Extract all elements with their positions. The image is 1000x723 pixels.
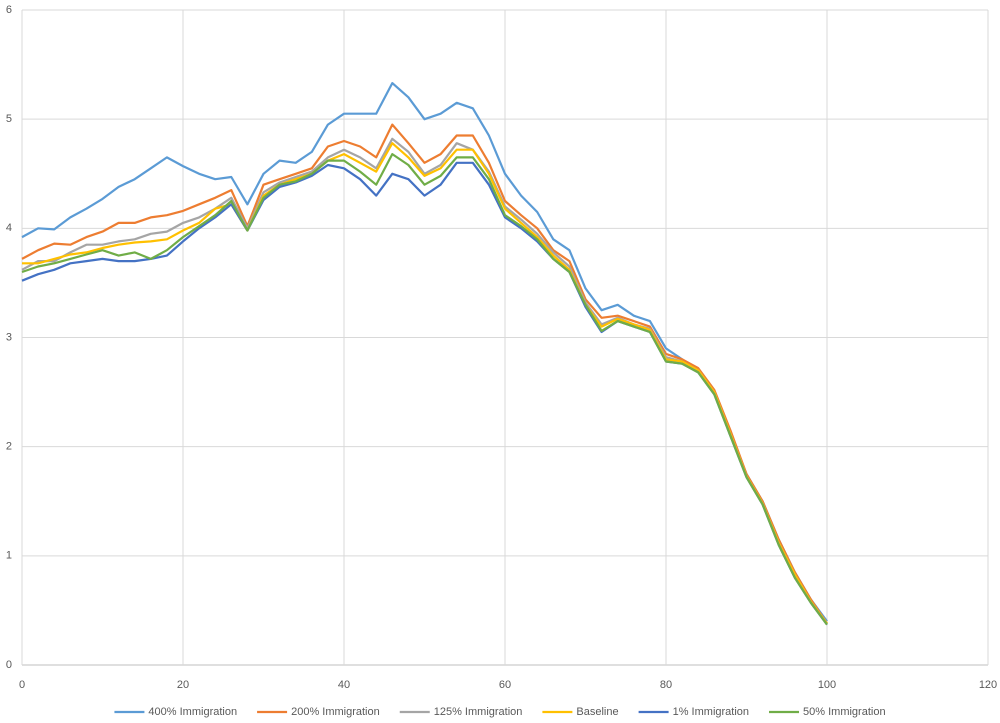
series-line — [21, 161, 828, 626]
series-line — [22, 142, 828, 625]
legend-label: 50% Immigration — [803, 706, 886, 718]
y-tick-label: 6 — [6, 4, 12, 16]
y-tick-label: 3 — [6, 331, 12, 343]
y-tick-label: 2 — [6, 441, 12, 453]
series-line — [21, 153, 828, 626]
y-tick-label: 5 — [6, 113, 12, 125]
legend-label: 125% Immigration — [434, 706, 523, 718]
x-tick-label: 60 — [499, 679, 511, 691]
x-tick-label: 40 — [338, 679, 350, 691]
legend-label: 200% Immigration — [291, 706, 380, 718]
x-tick-label: 80 — [660, 679, 672, 691]
series-line — [21, 123, 828, 625]
y-tick-label: 1 — [6, 550, 12, 562]
legend: 400% Immigration 200% Immigration 125% Imm… — [114, 706, 886, 718]
legend-label: 400% Immigration — [148, 706, 237, 718]
x-tick-label: 0 — [19, 679, 25, 691]
y-tick-label: 4 — [6, 222, 12, 234]
x-tick-label: 120 — [979, 679, 997, 691]
x-tick-label: 100 — [818, 679, 836, 691]
legend-label: 1% Immigration — [673, 706, 749, 718]
x-tick-label: 20 — [177, 679, 189, 691]
legend-label: Baseline — [576, 706, 618, 718]
y-tick-label: 0 — [6, 659, 12, 671]
